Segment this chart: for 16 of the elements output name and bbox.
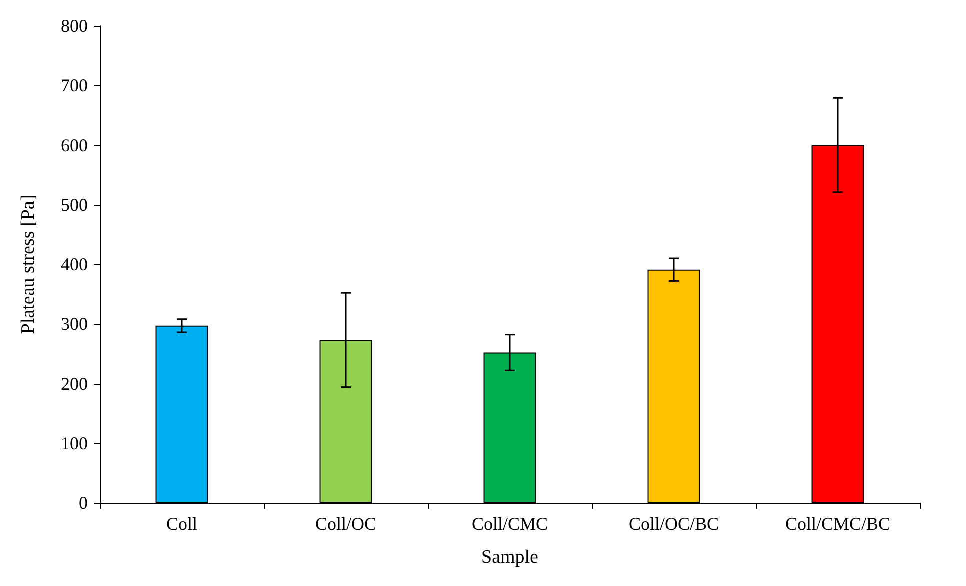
x-tick-label: Coll/OC <box>315 514 377 534</box>
y-tick-label: 800 <box>61 16 88 36</box>
x-tick-label: Coll/CMC <box>472 514 548 534</box>
y-tick-label: 500 <box>61 194 88 215</box>
x-axis-title: Sample <box>482 547 538 568</box>
y-tick-label: 200 <box>61 374 88 394</box>
y-tick-label: 300 <box>61 314 88 334</box>
x-tick-label: Coll <box>166 514 198 534</box>
x-tick-label: Coll/OC/BC <box>628 514 720 534</box>
y-tick-label: 100 <box>61 433 88 454</box>
y-axis-title: Plateau stress [Pa] <box>18 194 39 334</box>
y-tick-label: 400 <box>61 254 88 274</box>
x-tick-label: Coll/CMC/BC <box>785 514 891 534</box>
y-tick-label: 700 <box>61 76 88 96</box>
y-tick-label: 600 <box>61 135 88 156</box>
y-tick-label: 0 <box>79 493 88 513</box>
